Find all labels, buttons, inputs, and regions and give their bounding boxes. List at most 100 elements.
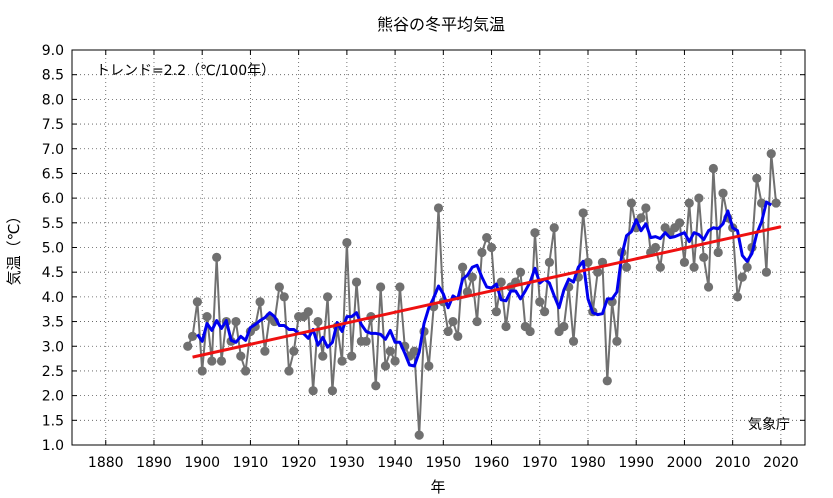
annual-data-point [342, 237, 352, 248]
annual-data-point [761, 267, 772, 277]
annual-data-point [380, 361, 391, 371]
x-tick-label: 2020 [763, 455, 799, 471]
annual-data-point [231, 316, 241, 327]
annual-data-point [684, 198, 694, 208]
annual-data-point [530, 228, 540, 238]
y-tick-label: 7.5 [42, 117, 64, 133]
x-tick-label: 1940 [377, 455, 413, 471]
annual-data-point [612, 336, 622, 346]
x-tick-label: 1950 [426, 455, 462, 471]
x-tick-label: 1930 [329, 455, 365, 471]
annual-data-point [236, 351, 246, 361]
plot-frame [71, 49, 806, 446]
annual-data-point [318, 351, 328, 361]
annual-data-point [192, 297, 202, 307]
y-tick-label: 6.0 [42, 191, 64, 207]
annual-data-point [241, 366, 251, 376]
annual-data-point [525, 326, 535, 337]
annual-data-point [496, 277, 506, 287]
y-tick-label: 9.0 [42, 43, 64, 59]
annual-data-point [675, 218, 685, 228]
annual-data-point [515, 267, 526, 277]
annual-data-point [347, 351, 357, 361]
x-tick-label: 2000 [667, 455, 703, 471]
annual-data-point [433, 203, 444, 213]
annual-data-point [679, 257, 690, 267]
annual-data-point [718, 188, 728, 198]
plot-area [183, 149, 782, 440]
annual-data-point [274, 282, 284, 292]
annual-data-point [279, 292, 289, 302]
annual-data-point [313, 316, 323, 327]
annual-data-point [766, 149, 776, 159]
source-label: 気象庁 [748, 417, 790, 433]
annual-data-point [361, 336, 371, 346]
x-axis-label: 年 [430, 478, 445, 496]
y-tick-label: 1.0 [42, 438, 64, 454]
y-tick-label: 4.5 [42, 265, 64, 281]
annual-data-point [453, 331, 463, 341]
annual-data-point [689, 262, 699, 272]
annual-data-point [216, 356, 227, 366]
annual-data-point [207, 356, 217, 366]
annual-data-point [322, 292, 333, 302]
annual-data-point [385, 346, 395, 356]
moving-average-line [196, 200, 773, 368]
annual-data-point [390, 356, 400, 366]
annual-data-point [578, 208, 588, 218]
annual-data-point [694, 193, 704, 203]
x-tick-label: 1980 [570, 455, 606, 471]
y-tick-label: 7.0 [42, 142, 64, 158]
annual-data-point [424, 361, 434, 371]
annual-data-point [197, 366, 207, 376]
y-tick-label: 8.0 [42, 92, 64, 108]
annual-data-point [655, 262, 665, 272]
annual-data-point [752, 173, 762, 183]
annual-data-point [568, 336, 579, 346]
annual-data-point [699, 252, 709, 262]
annual-data-point [395, 282, 405, 292]
annual-data-point [602, 376, 612, 386]
annual-data-point [703, 282, 714, 292]
annual-data-point [583, 257, 593, 267]
annual-data-point [443, 326, 453, 337]
x-tick-label: 1960 [474, 455, 510, 471]
y-axis-label: 気温（℃） [5, 209, 23, 286]
y-tick-label: 5.0 [42, 241, 64, 257]
annual-data-point [337, 356, 347, 366]
trend-label: トレンド=2.2（℃/100年） [96, 63, 275, 79]
annual-data-point [414, 430, 424, 440]
annual-data-point [467, 272, 477, 282]
y-tick-label: 6.5 [42, 166, 64, 182]
annual-data-point [289, 346, 299, 356]
annual-data-point [544, 257, 555, 267]
annual-data-point [212, 252, 222, 262]
y-tick-label: 2.5 [42, 364, 64, 380]
annual-data-point [621, 262, 632, 272]
annual-data-point [303, 307, 313, 317]
annual-data-point [650, 242, 661, 253]
annual-data-point [708, 163, 718, 174]
y-tick-label: 4.0 [42, 290, 64, 306]
annual-data-point [486, 242, 497, 253]
annual-data-point [482, 233, 492, 243]
annual-data-point [472, 316, 482, 327]
annual-data-point [732, 292, 743, 302]
annual-data-point [327, 386, 338, 396]
annual-data-point [255, 297, 265, 307]
annual-data-point [737, 272, 747, 282]
annual-data-point [501, 321, 511, 332]
annual-data-point [713, 247, 723, 258]
annual-data-point [409, 346, 419, 356]
annual-data-point [351, 277, 362, 287]
annual-data-point [535, 297, 545, 307]
annual-data-point [187, 331, 198, 341]
annual-data-point [539, 307, 550, 317]
annual-data-point [202, 312, 212, 322]
annual-data-point [636, 213, 646, 223]
y-tick-label: 3.5 [42, 315, 64, 331]
y-tick-label: 1.5 [42, 413, 64, 429]
annual-data-point [641, 203, 651, 213]
annual-data-point [549, 223, 559, 233]
